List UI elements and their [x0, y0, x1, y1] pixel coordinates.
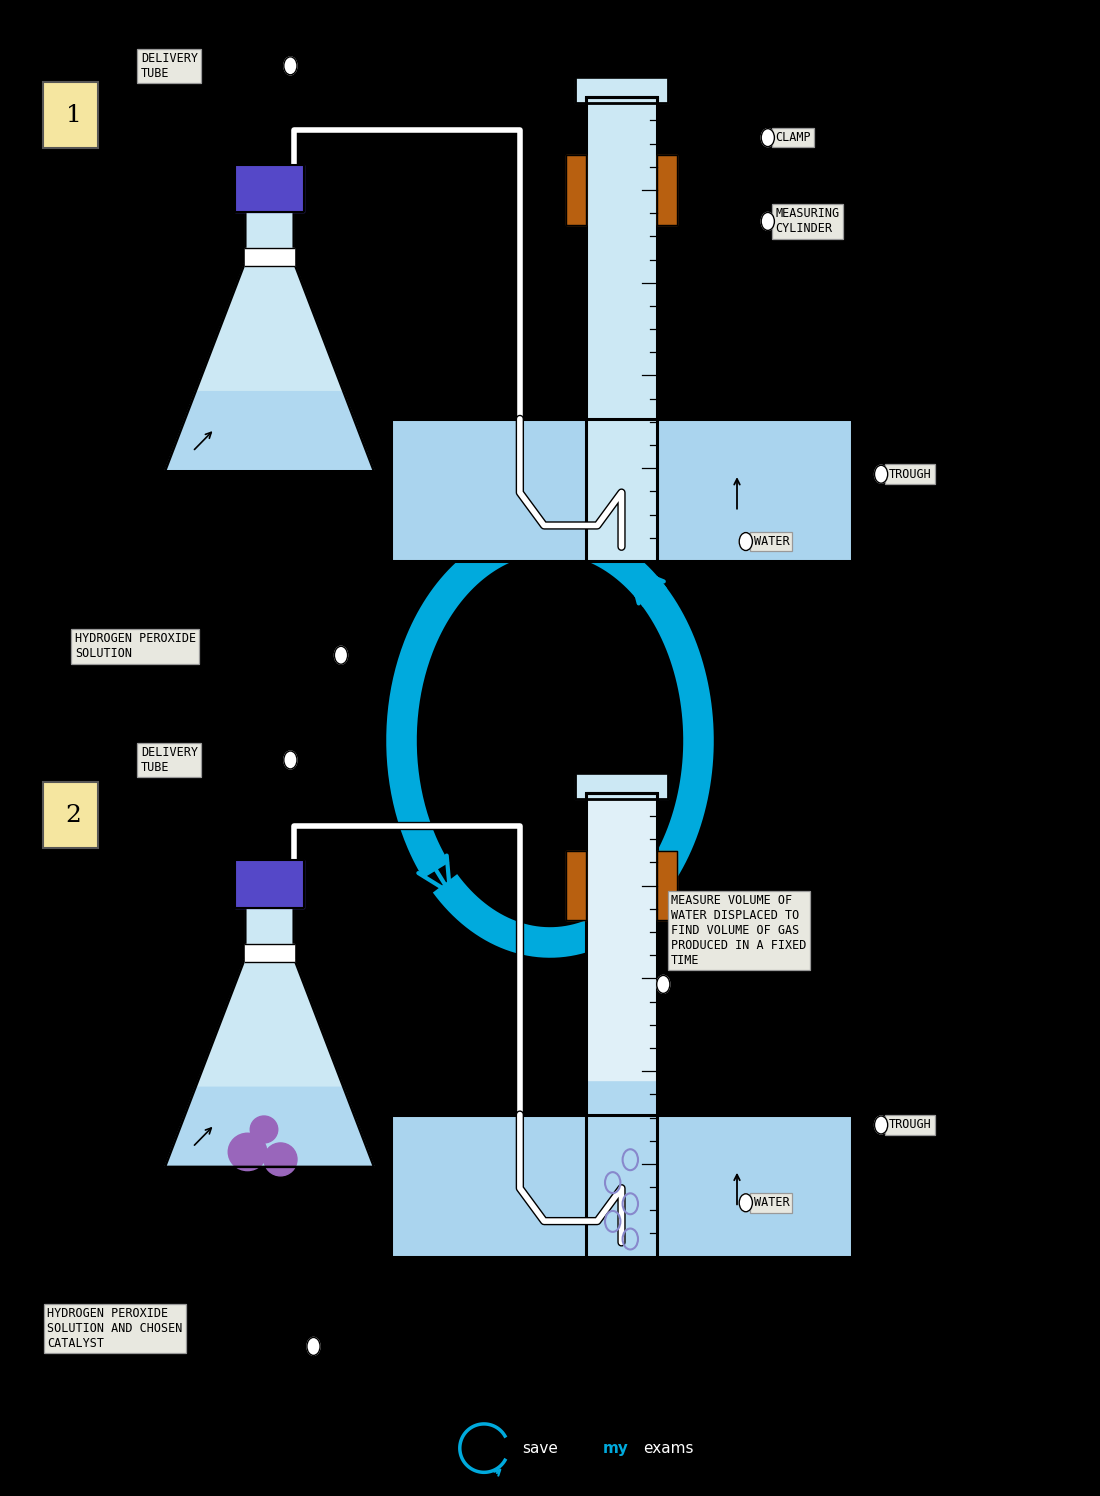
Polygon shape [565, 851, 585, 920]
Text: WATER: WATER [754, 536, 789, 548]
Text: TROUGH: TROUGH [889, 468, 932, 480]
Circle shape [334, 646, 348, 664]
Polygon shape [574, 775, 668, 799]
Text: MEASURING
CYLINDER: MEASURING CYLINDER [776, 208, 839, 235]
Polygon shape [574, 79, 668, 103]
Text: exams: exams [644, 1441, 694, 1456]
Ellipse shape [264, 1143, 297, 1176]
Circle shape [874, 465, 888, 483]
Circle shape [657, 975, 670, 993]
Polygon shape [390, 1115, 852, 1257]
FancyBboxPatch shape [43, 782, 98, 848]
Polygon shape [657, 851, 676, 920]
Polygon shape [165, 392, 374, 471]
Circle shape [284, 57, 297, 75]
Ellipse shape [229, 1134, 266, 1170]
Polygon shape [245, 944, 294, 962]
Text: 2: 2 [66, 803, 81, 827]
Text: CLAMP: CLAMP [776, 132, 811, 144]
Circle shape [761, 129, 774, 147]
Circle shape [284, 751, 297, 769]
FancyBboxPatch shape [43, 82, 98, 148]
Circle shape [739, 1194, 752, 1212]
Polygon shape [657, 156, 676, 224]
Text: HYDROGEN PEROXIDE
SOLUTION: HYDROGEN PEROXIDE SOLUTION [75, 633, 196, 660]
Text: my: my [603, 1441, 629, 1456]
Circle shape [307, 1337, 320, 1355]
Circle shape [874, 1116, 888, 1134]
Polygon shape [565, 156, 585, 224]
Polygon shape [165, 1088, 374, 1167]
Polygon shape [235, 165, 304, 212]
Polygon shape [165, 180, 374, 471]
Text: save: save [522, 1441, 559, 1456]
Polygon shape [165, 875, 374, 1167]
Circle shape [761, 212, 774, 230]
Polygon shape [585, 1080, 657, 1257]
Polygon shape [585, 97, 657, 561]
Text: DELIVERY
TUBE: DELIVERY TUBE [141, 747, 198, 773]
Text: TROUGH: TROUGH [889, 1119, 932, 1131]
Text: MEASURE VOLUME OF
WATER DISPLACED TO
FIND VOLUME OF GAS
PRODUCED IN A FIXED
TIME: MEASURE VOLUME OF WATER DISPLACED TO FIN… [671, 895, 806, 966]
Polygon shape [235, 860, 304, 908]
Polygon shape [390, 419, 852, 561]
Text: DELIVERY
TUBE: DELIVERY TUBE [141, 52, 198, 79]
Text: 1: 1 [66, 103, 81, 127]
Text: WATER: WATER [754, 1197, 789, 1209]
Polygon shape [585, 793, 657, 1080]
Text: HYDROGEN PEROXIDE
SOLUTION AND CHOSEN
CATALYST: HYDROGEN PEROXIDE SOLUTION AND CHOSEN CA… [47, 1308, 183, 1349]
Polygon shape [245, 248, 294, 266]
Circle shape [739, 533, 752, 551]
Ellipse shape [251, 1116, 277, 1143]
